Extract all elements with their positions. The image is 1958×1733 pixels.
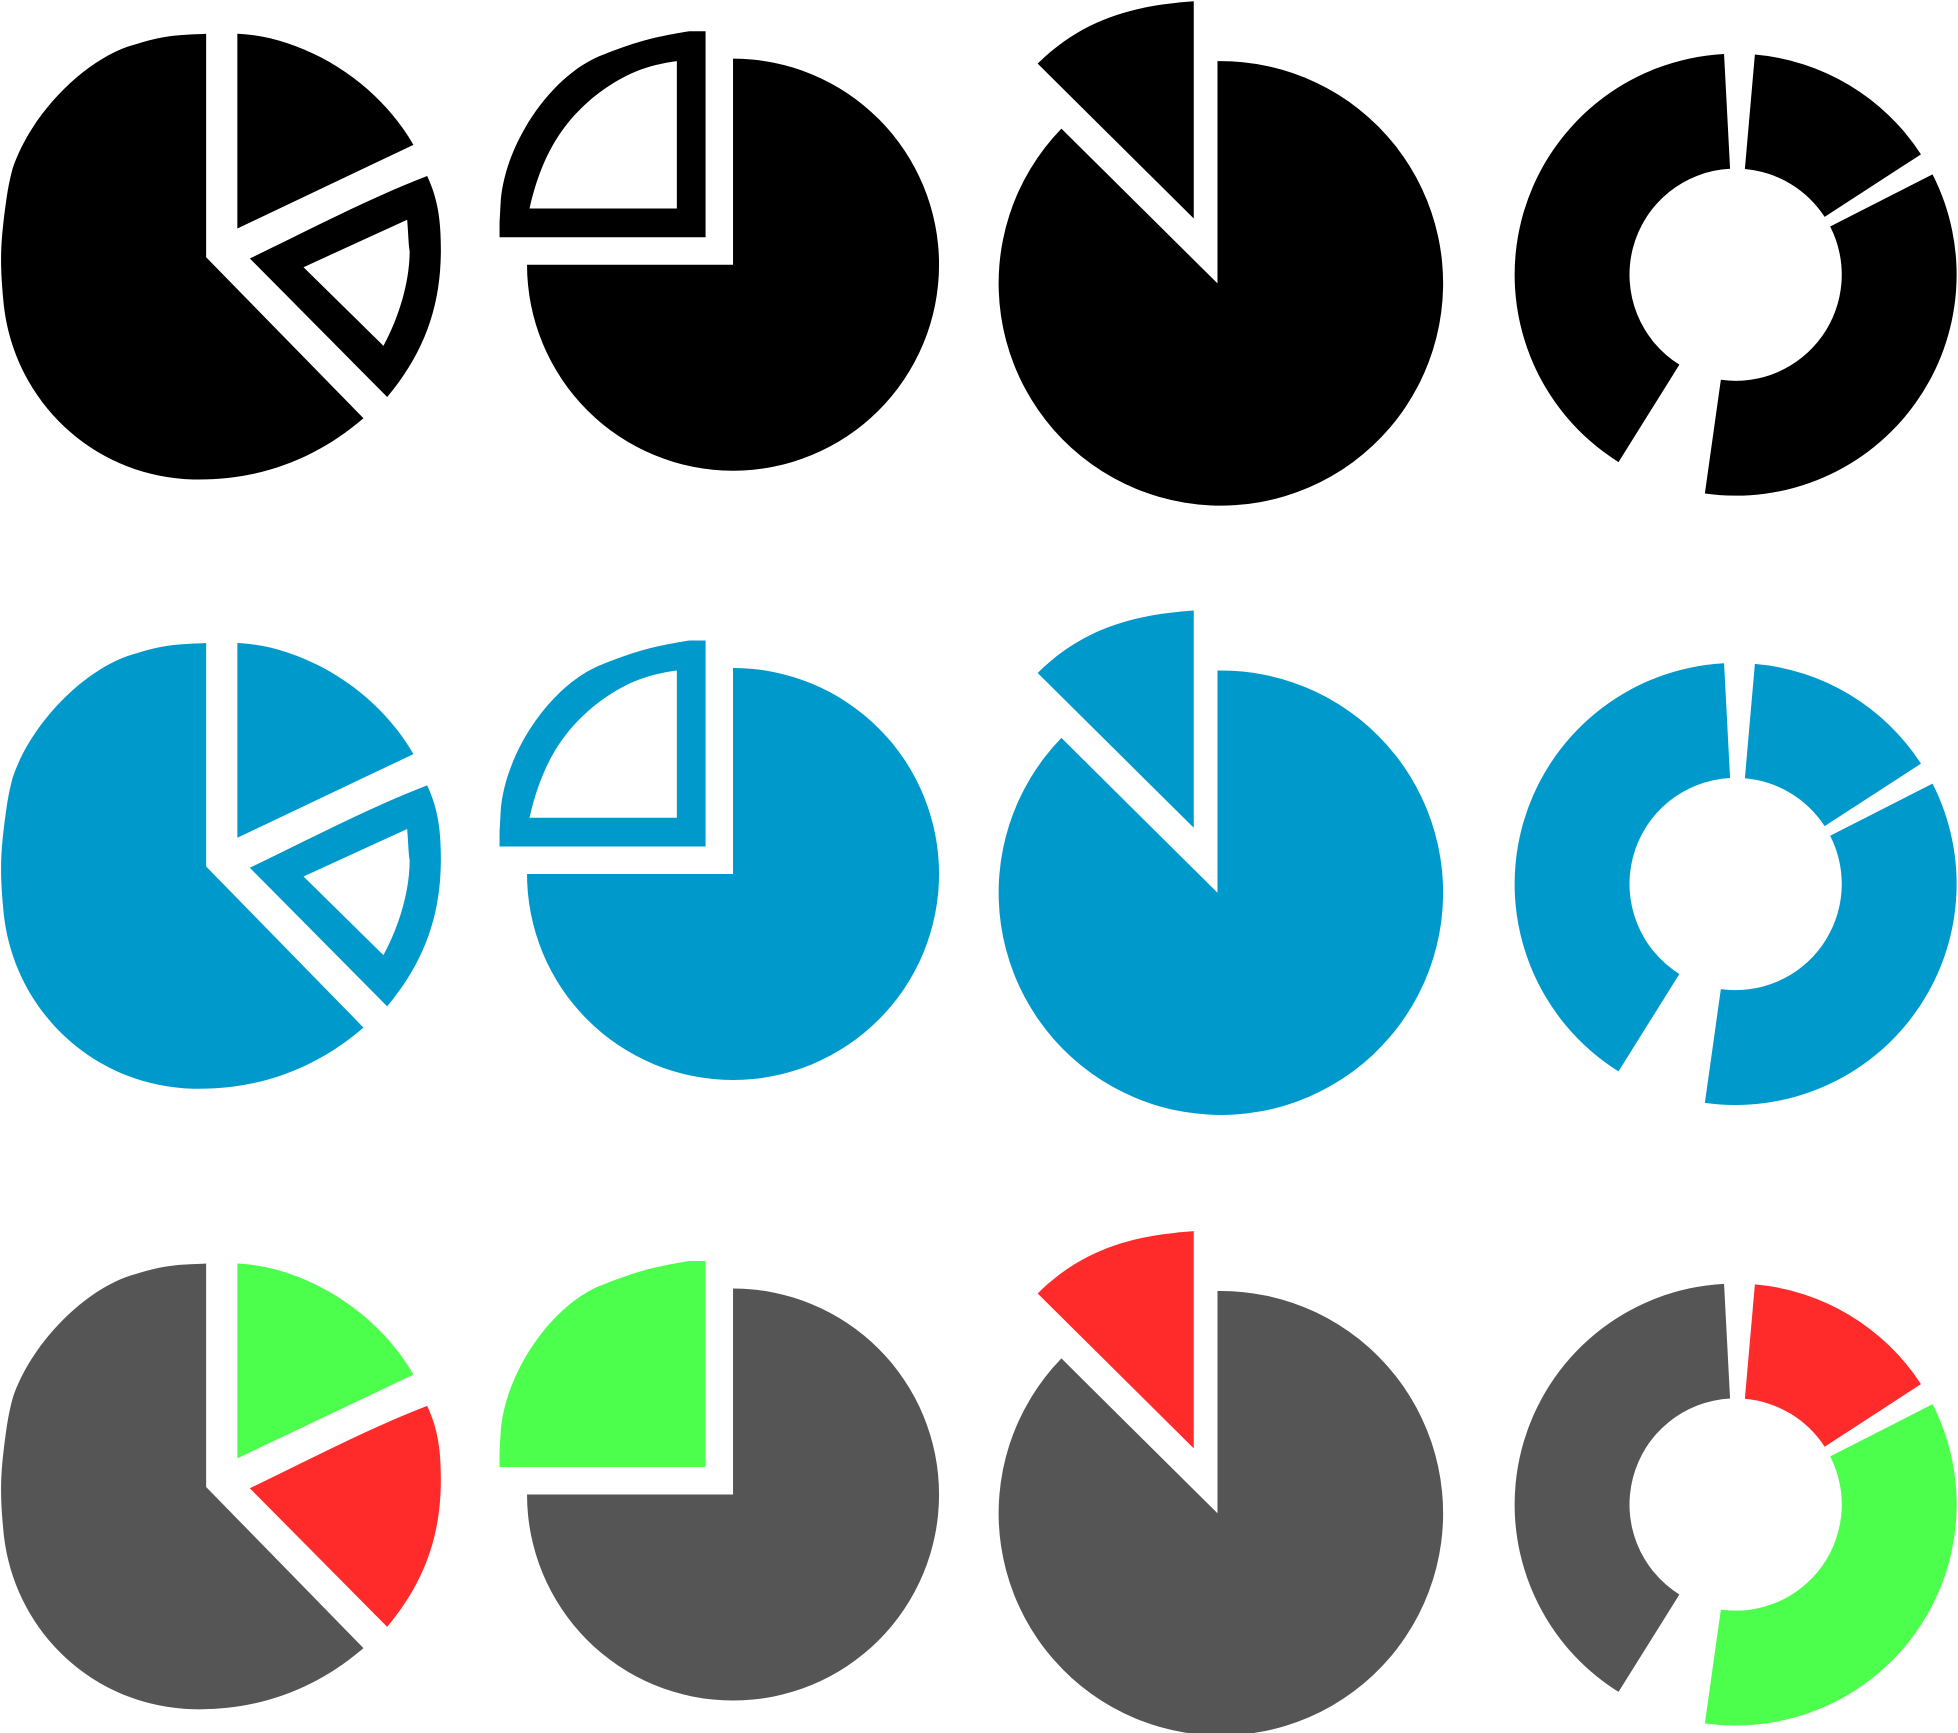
donut-segment-b [1744,54,1921,217]
donut-segment-c [1704,1404,1957,1726]
color-row [1,1231,1957,1733]
pie-quarter-slice [499,640,706,847]
donut-segment-c [1704,783,1957,1105]
pie-quarter-outline-icon [499,31,940,471]
pie-main-slice [1,643,364,1089]
pie-main-slice [1,1263,364,1710]
donut-chart-icon [1514,1283,1957,1726]
pie-main-slice [527,667,940,1081]
pie-main-slice [1,33,364,480]
donut-chart-icon [1514,663,1957,1105]
pie-detached-slice [1037,610,1194,828]
pie-exploded-icon [1,1263,441,1710]
donut-segment-a [1514,663,1731,1072]
pie-slice-icon [998,1231,1444,1733]
pie-slice-icon [998,1,1444,506]
blue-row [1,610,1957,1115]
pie-exploded-outline-icon [1,33,441,480]
donut-segment-a [1514,53,1731,463]
pie-slice-icon [998,610,1444,1115]
pie-main-slice [527,1288,940,1701]
black-row [1,1,1957,506]
donut-segment-c [1704,174,1957,496]
donut-segment-b [1744,1284,1921,1447]
donut-segment-a [1514,1283,1731,1692]
pie-top-slice [237,33,414,229]
pie-main-slice [998,670,1444,1115]
pie-exploded-outline-icon [1,643,441,1089]
pie-main-slice [998,61,1444,506]
pie-detached-slice [1037,1231,1194,1449]
pie-exploded-slice [249,176,441,398]
pie-quarter-slice [499,31,706,238]
pie-quarter-outline-icon [499,640,940,1081]
pie-main-slice [998,1290,1444,1733]
pie-detached-slice [1037,1,1194,219]
pie-exploded-slice [249,1405,441,1627]
donut-segment-b [1744,663,1921,827]
pie-quarter-slice [499,1261,706,1468]
pie-quarter-icon [499,1261,940,1701]
pie-exploded-slice [249,785,441,1007]
pie-main-slice [527,58,940,471]
donut-chart-icon [1514,53,1957,496]
pie-top-slice [237,643,414,838]
pie-top-slice [237,1263,414,1459]
